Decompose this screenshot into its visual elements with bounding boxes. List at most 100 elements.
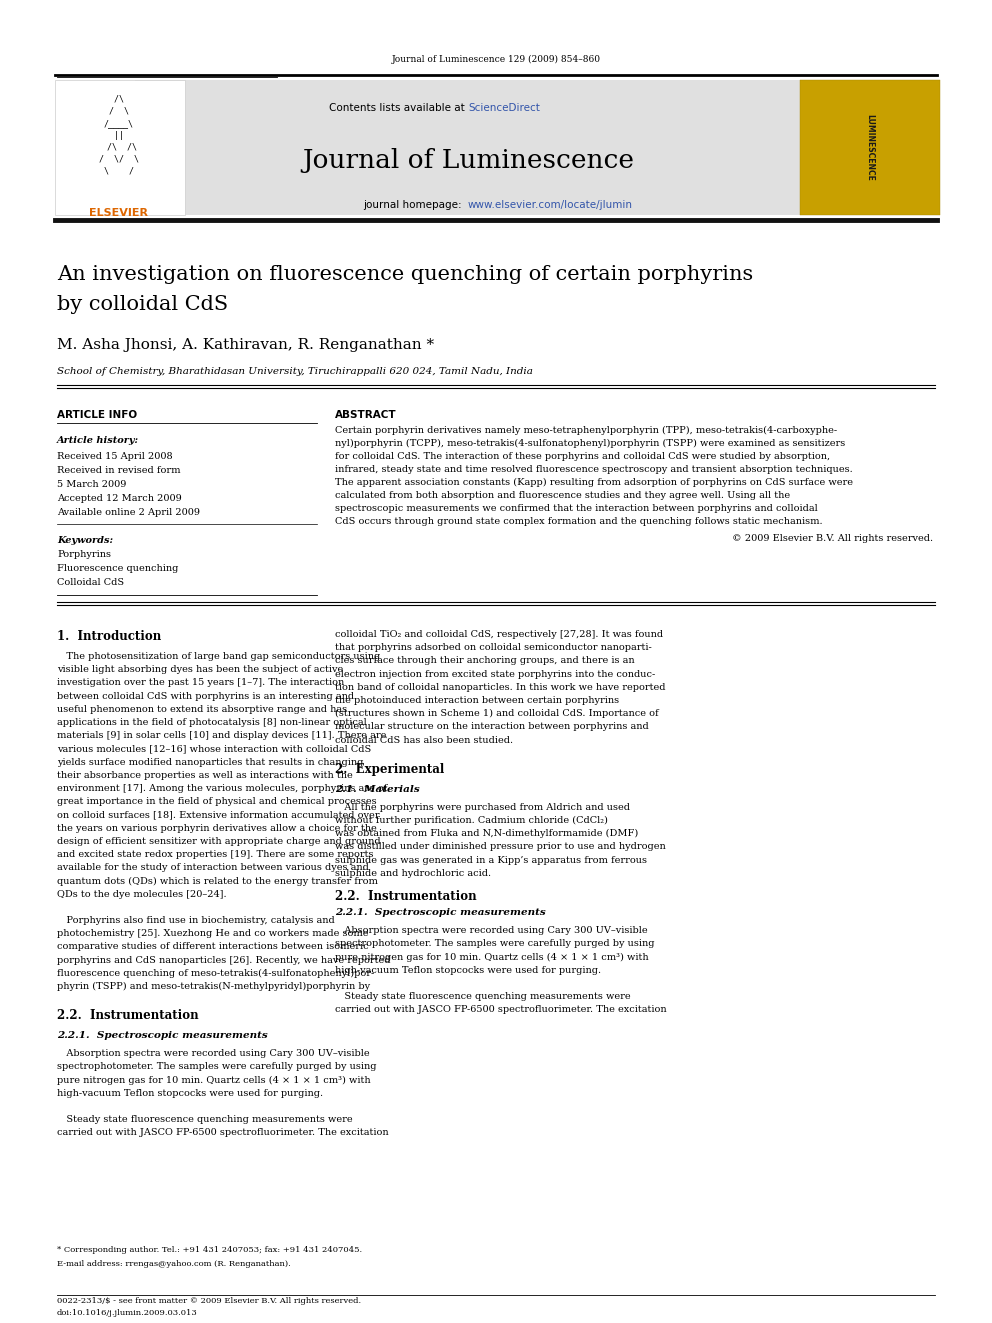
Text: CdS occurs through ground state complex formation and the quenching follows stat: CdS occurs through ground state complex … bbox=[335, 517, 822, 527]
Text: School of Chemistry, Bharathidasan University, Tiruchirappalli 620 024, Tamil Na: School of Chemistry, Bharathidasan Unive… bbox=[57, 366, 533, 376]
Text: yields surface modified nanoparticles that results in changing: yields surface modified nanoparticles th… bbox=[57, 758, 363, 766]
Text: colloidal CdS has also been studied.: colloidal CdS has also been studied. bbox=[335, 736, 513, 745]
Text: cles surface through their anchoring groups, and there is an: cles surface through their anchoring gro… bbox=[335, 656, 635, 665]
Text: environment [17]. Among the various molecules, porphyrins are of: environment [17]. Among the various mole… bbox=[57, 785, 387, 792]
Text: without further purification. Cadmium chloride (CdCl₂): without further purification. Cadmium ch… bbox=[335, 816, 608, 826]
Text: Steady state fluorescence quenching measurements were: Steady state fluorescence quenching meas… bbox=[57, 1115, 352, 1125]
Text: visible light absorbing dyes has been the subject of active: visible light absorbing dyes has been th… bbox=[57, 665, 343, 675]
Text: that porphyrins adsorbed on colloidal semiconductor nanoparti-: that porphyrins adsorbed on colloidal se… bbox=[335, 643, 652, 652]
Text: Article history:: Article history: bbox=[57, 437, 139, 445]
Text: pure nitrogen gas for 10 min. Quartz cells (4 × 1 × 1 cm³) with: pure nitrogen gas for 10 min. Quartz cel… bbox=[57, 1076, 371, 1085]
Bar bbox=[800, 79, 940, 216]
Text: high-vacuum Teflon stopcocks were used for purging.: high-vacuum Teflon stopcocks were used f… bbox=[335, 966, 601, 975]
Text: the years on various porphyrin derivatives allow a choice for the: the years on various porphyrin derivativ… bbox=[57, 824, 377, 832]
Text: 2.2.1.  Spectroscopic measurements: 2.2.1. Spectroscopic measurements bbox=[57, 1031, 268, 1040]
Text: All the porphyrins were purchased from Aldrich and used: All the porphyrins were purchased from A… bbox=[335, 803, 630, 812]
Text: Porphyrins: Porphyrins bbox=[57, 550, 111, 560]
Text: carried out with JASCO FP-6500 spectrofluorimeter. The excitation: carried out with JASCO FP-6500 spectrofl… bbox=[57, 1129, 389, 1138]
Text: available for the study of interaction between various dyes and: available for the study of interaction b… bbox=[57, 863, 369, 872]
Text: nyl)porphyrin (TCPP), meso-tetrakis(4-sulfonatophenyl)porphyrin (TSPP) were exam: nyl)porphyrin (TCPP), meso-tetrakis(4-su… bbox=[335, 439, 845, 448]
Bar bbox=[800, 79, 940, 216]
Text: 2.  Experimental: 2. Experimental bbox=[335, 763, 444, 775]
Text: quantum dots (QDs) which is related to the energy transfer from: quantum dots (QDs) which is related to t… bbox=[57, 876, 378, 885]
Text: useful phenomenon to extend its absorptive range and has: useful phenomenon to extend its absorpti… bbox=[57, 705, 347, 714]
Text: LUMINESCENCE: LUMINESCENCE bbox=[865, 114, 875, 180]
Text: Absorption spectra were recorded using Cary 300 UV–visible: Absorption spectra were recorded using C… bbox=[57, 1049, 370, 1058]
Text: infrared, steady state and time resolved fluorescence spectroscopy and transient: infrared, steady state and time resolved… bbox=[335, 464, 853, 474]
Text: great importance in the field of physical and chemical processes: great importance in the field of physica… bbox=[57, 798, 377, 806]
Text: Steady state fluorescence quenching measurements were: Steady state fluorescence quenching meas… bbox=[335, 992, 631, 1002]
Text: carried out with JASCO FP-6500 spectrofluorimeter. The excitation: carried out with JASCO FP-6500 spectrofl… bbox=[335, 1005, 667, 1015]
Text: spectrophotometer. The samples were carefully purged by using: spectrophotometer. The samples were care… bbox=[57, 1062, 377, 1072]
Text: ||: || bbox=[104, 131, 134, 140]
Text: QDs to the dye molecules [20–24].: QDs to the dye molecules [20–24]. bbox=[57, 889, 226, 898]
Text: /____\: /____\ bbox=[104, 119, 134, 128]
Text: 2.2.  Instrumentation: 2.2. Instrumentation bbox=[57, 1009, 198, 1023]
Text: on colloid surfaces [18]. Extensive information accumulated over: on colloid surfaces [18]. Extensive info… bbox=[57, 811, 380, 819]
Text: was obtained from Fluka and N,N-dimethylformamide (DMF): was obtained from Fluka and N,N-dimethyl… bbox=[335, 830, 638, 839]
Text: © 2009 Elsevier B.V. All rights reserved.: © 2009 Elsevier B.V. All rights reserved… bbox=[732, 534, 933, 542]
Text: \    /: \ / bbox=[99, 167, 139, 176]
Text: 2.1.  Materials: 2.1. Materials bbox=[335, 785, 420, 794]
Text: Received in revised form: Received in revised form bbox=[57, 466, 181, 475]
Text: materials [9] in solar cells [10] and display devices [11]. There are: materials [9] in solar cells [10] and di… bbox=[57, 732, 386, 740]
Text: sulphide and hydrochloric acid.: sulphide and hydrochloric acid. bbox=[335, 869, 491, 877]
Text: electron injection from excited state porphyrins into the conduc-: electron injection from excited state po… bbox=[335, 669, 656, 679]
Text: fluorescence quenching of meso-tetrakis(4-sulfonatophenyl)por-: fluorescence quenching of meso-tetrakis(… bbox=[57, 968, 374, 978]
Text: pure nitrogen gas for 10 min. Quartz cells (4 × 1 × 1 cm³) with: pure nitrogen gas for 10 min. Quartz cel… bbox=[335, 953, 649, 962]
Text: was distilled under diminished pressure prior to use and hydrogen: was distilled under diminished pressure … bbox=[335, 843, 666, 852]
Bar bbox=[135, 79, 800, 216]
Text: /  \/  \: / \/ \ bbox=[99, 155, 139, 164]
Text: 0022-2313/$ - see front matter © 2009 Elsevier B.V. All rights reserved.: 0022-2313/$ - see front matter © 2009 El… bbox=[57, 1297, 361, 1304]
Text: ScienceDirect: ScienceDirect bbox=[468, 103, 540, 112]
Text: spectroscopic measurements we confirmed that the interaction between porphyrins : spectroscopic measurements we confirmed … bbox=[335, 504, 817, 513]
Text: colloidal TiO₂ and colloidal CdS, respectively [27,28]. It was found: colloidal TiO₂ and colloidal CdS, respec… bbox=[335, 630, 663, 639]
Text: design of efficient sensitizer with appropriate charge and ground: design of efficient sensitizer with appr… bbox=[57, 837, 381, 845]
Text: /  \: / \ bbox=[104, 107, 134, 116]
Text: various molecules [12–16] whose interaction with colloidal CdS: various molecules [12–16] whose interact… bbox=[57, 745, 371, 753]
Text: calculated from both absorption and fluorescence studies and they agree well. Us: calculated from both absorption and fluo… bbox=[335, 491, 790, 500]
Text: www.elsevier.com/locate/jlumin: www.elsevier.com/locate/jlumin bbox=[468, 200, 633, 210]
Text: doi:10.1016/j.jlumin.2009.03.013: doi:10.1016/j.jlumin.2009.03.013 bbox=[57, 1308, 197, 1316]
Text: for colloidal CdS. The interaction of these porphyrins and colloidal CdS were st: for colloidal CdS. The interaction of th… bbox=[335, 452, 830, 460]
Text: their absorbance properties as well as interactions with the: their absorbance properties as well as i… bbox=[57, 771, 353, 779]
Text: M. Asha Jhonsi, A. Kathiravan, R. Renganathan *: M. Asha Jhonsi, A. Kathiravan, R. Rengan… bbox=[57, 337, 434, 352]
Text: ABSTRACT: ABSTRACT bbox=[335, 410, 397, 419]
Text: molecular structure on the interaction between porphyrins and: molecular structure on the interaction b… bbox=[335, 722, 649, 732]
Text: Journal of Luminescence: Journal of Luminescence bbox=[302, 148, 634, 173]
Text: Contents lists available at: Contents lists available at bbox=[329, 103, 468, 112]
Text: 2.2.1.  Spectroscopic measurements: 2.2.1. Spectroscopic measurements bbox=[335, 908, 546, 917]
Text: (structures shown in Scheme 1) and colloidal CdS. Importance of: (structures shown in Scheme 1) and collo… bbox=[335, 709, 659, 718]
Text: phyrin (TSPP) and meso-tetrakis(N-methylpyridyl)porphyrin by: phyrin (TSPP) and meso-tetrakis(N-methyl… bbox=[57, 982, 370, 991]
Text: An investigation on fluorescence quenching of certain porphyrins: An investigation on fluorescence quenchi… bbox=[57, 265, 753, 284]
Text: E-mail address: rrengas@yahoo.com (R. Renganathan).: E-mail address: rrengas@yahoo.com (R. Re… bbox=[57, 1259, 291, 1267]
Text: 1.  Introduction: 1. Introduction bbox=[57, 630, 162, 643]
Text: Porphyrins also find use in biochemistry, catalysis and: Porphyrins also find use in biochemistry… bbox=[57, 916, 334, 925]
Text: Available online 2 April 2009: Available online 2 April 2009 bbox=[57, 508, 200, 517]
Text: by colloidal CdS: by colloidal CdS bbox=[57, 295, 228, 314]
Text: comparative studies of different interactions between isomeric: comparative studies of different interac… bbox=[57, 942, 369, 951]
Text: Certain porphyrin derivatives namely meso-tetraphenylporphyrin (TPP), meso-tetra: Certain porphyrin derivatives namely mes… bbox=[335, 426, 837, 435]
Text: the photoinduced interaction between certain porphyrins: the photoinduced interaction between cer… bbox=[335, 696, 619, 705]
Text: The photosensitization of large band gap semiconductors using: The photosensitization of large band gap… bbox=[57, 652, 380, 662]
Text: sulphide gas was generated in a Kipp’s apparatus from ferrous: sulphide gas was generated in a Kipp’s a… bbox=[335, 856, 647, 865]
Bar bbox=[55, 79, 185, 216]
Text: The apparent association constants (Kapp) resulting from adsorption of porphyrin: The apparent association constants (Kapp… bbox=[335, 478, 853, 487]
Text: high-vacuum Teflon stopcocks were used for purging.: high-vacuum Teflon stopcocks were used f… bbox=[57, 1089, 323, 1098]
Text: * Corresponding author. Tel.: +91 431 2407053; fax: +91 431 2407045.: * Corresponding author. Tel.: +91 431 24… bbox=[57, 1246, 362, 1254]
Text: tion band of colloidal nanoparticles. In this work we have reported: tion band of colloidal nanoparticles. In… bbox=[335, 683, 666, 692]
Text: journal homepage:: journal homepage: bbox=[363, 200, 468, 210]
Text: Accepted 12 March 2009: Accepted 12 March 2009 bbox=[57, 493, 182, 503]
Text: ARTICLE INFO: ARTICLE INFO bbox=[57, 410, 137, 419]
Text: Journal of Luminescence 129 (2009) 854–860: Journal of Luminescence 129 (2009) 854–8… bbox=[392, 56, 600, 64]
Text: /\: /\ bbox=[104, 95, 134, 105]
Text: photochemistry [25]. Xuezhong He and co workers made some: photochemistry [25]. Xuezhong He and co … bbox=[57, 929, 368, 938]
Text: 5 March 2009: 5 March 2009 bbox=[57, 480, 126, 490]
Text: 2.2.  Instrumentation: 2.2. Instrumentation bbox=[335, 890, 476, 904]
Text: Received 15 April 2008: Received 15 April 2008 bbox=[57, 452, 173, 460]
Text: Keywords:: Keywords: bbox=[57, 536, 113, 545]
Text: Absorption spectra were recorded using Cary 300 UV–visible: Absorption spectra were recorded using C… bbox=[335, 926, 648, 935]
Text: applications in the field of photocatalysis [8] non-linear optical: applications in the field of photocataly… bbox=[57, 718, 367, 728]
Text: Fluorescence quenching: Fluorescence quenching bbox=[57, 564, 179, 573]
Text: porphyrins and CdS nanoparticles [26]. Recently, we have reported: porphyrins and CdS nanoparticles [26]. R… bbox=[57, 955, 391, 964]
